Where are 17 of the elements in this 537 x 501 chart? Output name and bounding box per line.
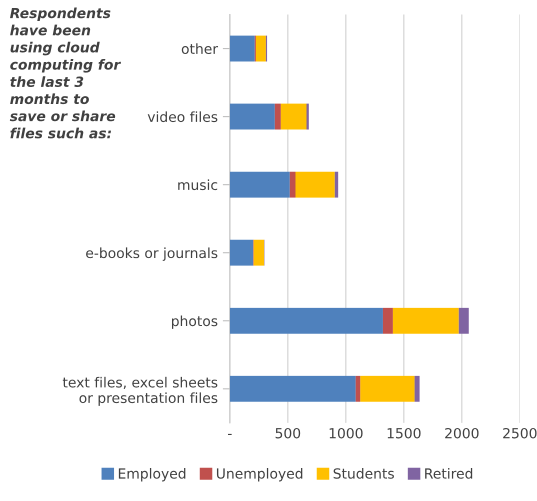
text: Respondents have been using cloud computing for the last 3 months to save or share files such as: (10, 8, 122, 138)
y-tick-label: music (178, 179, 218, 190)
legend-label: Retired (425, 468, 472, 479)
y-tick-label: other (182, 43, 218, 54)
y-tick-label: text files, excel sheets or presentation files (62, 376, 218, 406)
legend-label: Unemployed (216, 468, 302, 482)
x-tick-label: 2000 (445, 428, 479, 438)
y-tick-label: e-books or journals (86, 247, 218, 261)
y-tick-label: video files (148, 111, 218, 122)
x-tick-label: 2500 (503, 428, 537, 438)
x-tick-label: - (228, 434, 232, 436)
x-tick-label: 1500 (388, 428, 421, 438)
x-tick-label: 1000 (330, 428, 363, 438)
y-tick-label: photos (172, 315, 218, 329)
legend-label: Students (334, 468, 394, 479)
x-tick-label: 500 (276, 428, 300, 438)
legend-label: Employed (118, 468, 186, 482)
